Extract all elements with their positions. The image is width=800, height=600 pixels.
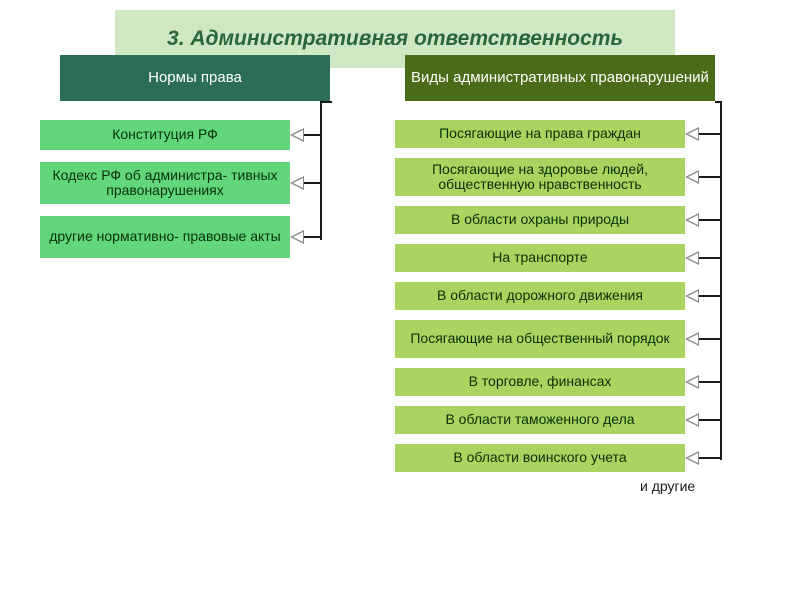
footer-text: и другие (640, 478, 695, 494)
right-item-connector (699, 219, 722, 221)
arrow-left-icon (685, 127, 699, 141)
arrow-left-icon (685, 451, 699, 465)
right-item: В области таможенного дела (395, 406, 685, 434)
left-column-header: Нормы права (60, 55, 330, 101)
right-column-header-label: Виды административных правонарушений (411, 69, 709, 86)
left-item-connector (304, 182, 322, 184)
left-item-connector (304, 236, 322, 238)
right-item-connector (699, 419, 722, 421)
right-column-header: Виды административных правонарушений (405, 55, 715, 101)
right-item-connector (699, 133, 722, 135)
right-item: Посягающие на здоровье людей, общественн… (395, 158, 685, 196)
right-spine (720, 101, 722, 460)
arrow-left-icon (290, 176, 304, 190)
left-header-connector (320, 101, 332, 103)
right-item: Посягающие на общественный порядок (395, 320, 685, 358)
left-spine (320, 101, 322, 240)
page-title: 3. Административная ответственность (167, 27, 623, 50)
right-item-connector (699, 257, 722, 259)
arrow-left-icon (685, 413, 699, 427)
left-item-connector (304, 134, 322, 136)
left-column-header-label: Нормы права (148, 69, 242, 86)
left-item: другие нормативно- правовые акты (40, 216, 290, 258)
arrow-left-icon (290, 128, 304, 142)
right-item-connector (699, 457, 722, 459)
arrow-left-icon (685, 375, 699, 389)
arrow-left-icon (290, 230, 304, 244)
right-item: В торговле, финансах (395, 368, 685, 396)
left-item: Конституция РФ (40, 120, 290, 150)
arrow-left-icon (685, 170, 699, 184)
right-item: Посягающие на права граждан (395, 120, 685, 148)
arrow-left-icon (685, 213, 699, 227)
right-item-connector (699, 381, 722, 383)
right-header-connector (715, 101, 722, 103)
left-item: Кодекс РФ об администра- тивных правонар… (40, 162, 290, 204)
right-item: На транспорте (395, 244, 685, 272)
right-item: В области охраны природы (395, 206, 685, 234)
right-item-connector (699, 176, 722, 178)
right-item: В области воинского учета (395, 444, 685, 472)
arrow-left-icon (685, 251, 699, 265)
arrow-left-icon (685, 332, 699, 346)
arrow-left-icon (685, 289, 699, 303)
right-item-connector (699, 338, 722, 340)
right-item-connector (699, 295, 722, 297)
right-item: В области дорожного движения (395, 282, 685, 310)
